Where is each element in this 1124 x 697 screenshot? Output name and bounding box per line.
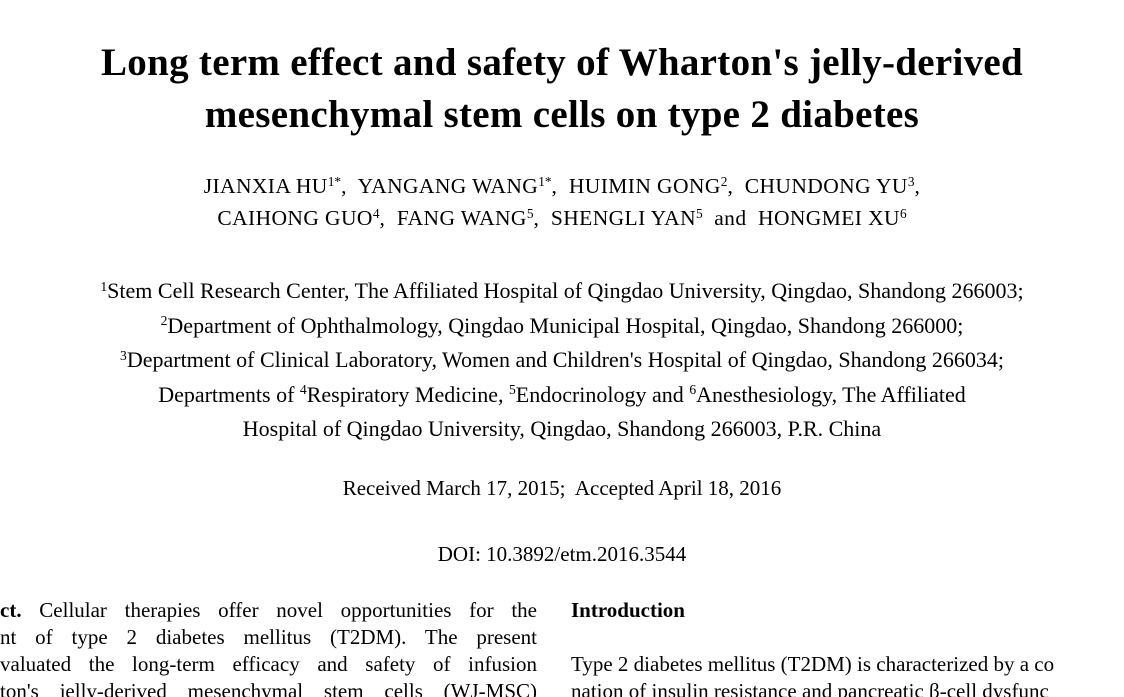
author-affiliation-superscript: 1* — [538, 173, 552, 189]
doi: DOI: 10.3892/etm.2016.3544 — [437, 542, 687, 566]
affiliation-number: 1 — [100, 278, 108, 294]
author-separator: and — [702, 206, 759, 230]
author-name: CAIHONG GUO — [217, 206, 373, 230]
author-separator: , — [914, 174, 921, 198]
paper-title: Long term effect and safety of Wharton's… — [0, 37, 1124, 141]
author-separator: , — [341, 174, 358, 198]
affiliation-text: Stem Cell Research Center, The Affiliate… — [107, 278, 1024, 303]
introduction-line-2: nation of insulin resistance and pancrea… — [571, 679, 1049, 697]
paper-title-line-1: Long term effect and safety of Wharton's… — [100, 41, 1024, 84]
introduction-line-1: Type 2 diabetes mellitus (T2DM) is chara… — [571, 652, 1055, 676]
affiliation-line-3: 3Department of Clinical Laboratory, Wome… — [0, 343, 1124, 378]
affiliation-text: Department of Clinical Laboratory, Women… — [126, 347, 1004, 372]
affiliation-text: Anesthesiology, The Affiliated — [696, 381, 966, 407]
author-separator: , — [379, 206, 397, 230]
abstract-line-3: valuated the long-term efficacy and safe… — [0, 652, 537, 676]
affiliation-line-1: 1Stem Cell Research Center, The Affiliat… — [0, 274, 1124, 309]
affiliation-text: Respiratory Medicine, — [306, 381, 509, 407]
author-affiliation-superscript: 6 — [899, 205, 907, 221]
abstract-line-4: ton's jelly-derived mesenchymal stem cel… — [0, 679, 537, 697]
author-affiliation-superscript: 5 — [526, 205, 534, 221]
authors-row-1: JIANXIA HU1*, YANGANG WANG1*, HUIMIN GON… — [0, 170, 1124, 202]
author-name: CHUNDONG YU — [744, 174, 908, 198]
affiliation-line-5: Hospital of Qingdao University, Qingdao,… — [242, 416, 882, 441]
abstract-text: Cellular therapies offer novel opportuni… — [21, 598, 537, 622]
blank-line — [571, 624, 1124, 651]
affiliation-number: 2 — [160, 313, 168, 328]
authors-row-2: CAIHONG GUO4, FANG WANG5, SHENGLI YAN5 a… — [0, 202, 1124, 234]
received-accepted-dates: Received March 17, 2015; Accepted April … — [342, 476, 782, 500]
author-name: SHENGLI YAN — [550, 206, 697, 230]
affiliation-text: Departments of — [158, 381, 300, 407]
author-name: YANGANG WANG — [357, 174, 539, 198]
author-affiliation-superscript: 4 — [372, 205, 380, 221]
author-name: JIANXIA HU — [203, 174, 328, 198]
abstract-column: ct. Cellular therapies offer novel oppor… — [0, 597, 537, 697]
author-affiliation-superscript: 5 — [696, 205, 703, 221]
author-name: FANG WANG — [396, 206, 527, 230]
affiliation-number: 5 — [508, 382, 516, 397]
introduction-heading: Introduction — [571, 598, 685, 622]
paper-title-line-2: mesenchymal stem cells on type 2 diabete… — [204, 93, 920, 136]
affiliations-block: 1Stem Cell Research Center, The Affiliat… — [0, 274, 1124, 447]
affiliation-number: 6 — [689, 382, 697, 397]
affiliation-text: Endocrinology and — [515, 381, 690, 407]
author-affiliation-superscript: 1* — [327, 173, 342, 189]
abstract-line-2: nt of type 2 diabetes mellitus (T2DM). T… — [0, 625, 537, 649]
author-name: HONGMEI XU — [758, 206, 900, 230]
affiliation-text: Department of Ophthalmology, Qingdao Mun… — [167, 312, 964, 338]
affiliation-number: 4 — [299, 382, 307, 397]
abstract-lead-bold: ct. — [0, 598, 22, 622]
author-affiliation-superscript: 3 — [907, 173, 915, 189]
author-separator: , — [533, 206, 551, 230]
author-separator: , — [727, 174, 745, 198]
affiliation-number: 3 — [120, 347, 127, 363]
author-name: HUIMIN GONG — [568, 174, 721, 198]
affiliation-line-2: 2Department of Ophthalmology, Qingdao Mu… — [0, 309, 1124, 344]
abstract-line-1: ct. Cellular therapies offer novel oppor… — [0, 597, 537, 624]
affiliation-line-4: Departments of 4Respiratory Medicine, 5E… — [0, 378, 1124, 413]
authors-block: JIANXIA HU1*, YANGANG WANG1*, HUIMIN GON… — [0, 170, 1124, 234]
introduction-column: Introduction Type 2 diabetes mellitus (T… — [571, 597, 1124, 697]
author-separator: , — [551, 174, 569, 198]
author-affiliation-superscript: 2 — [720, 173, 728, 189]
